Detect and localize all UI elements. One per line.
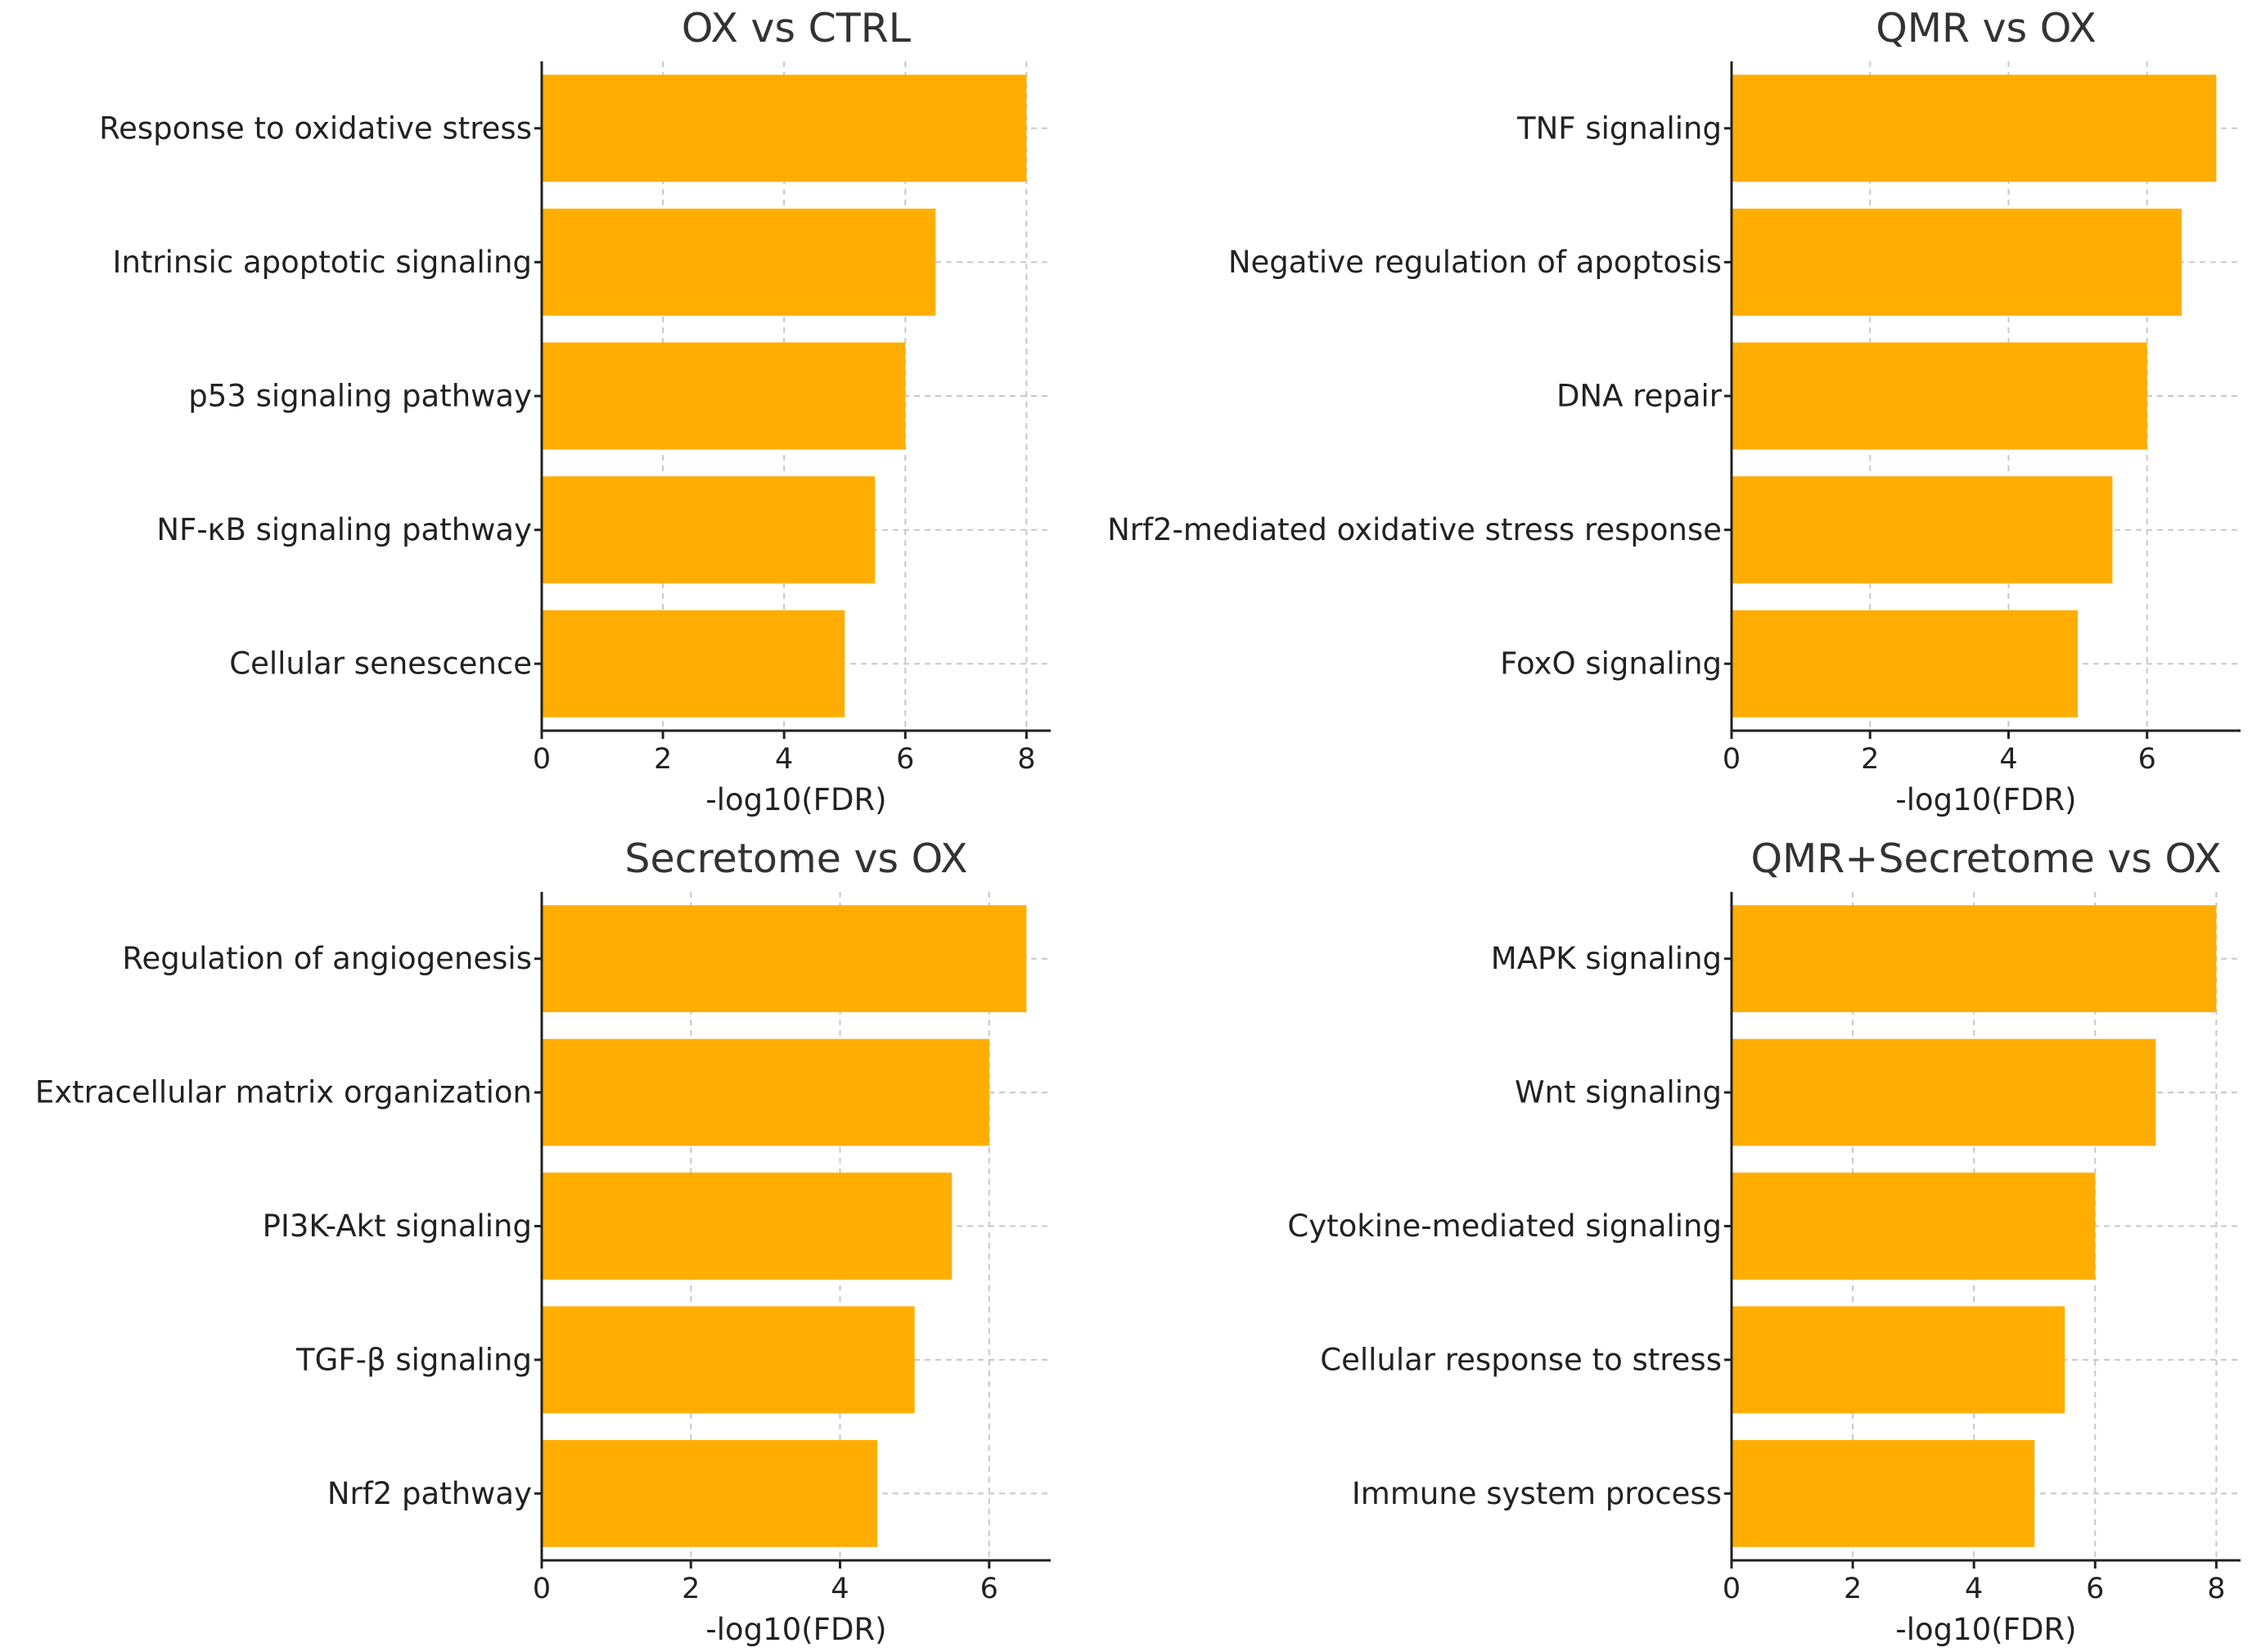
- bar: [1732, 1038, 2156, 1146]
- category-label: DNA repair: [1556, 379, 1723, 414]
- category-label: TGF-β signaling: [295, 1342, 532, 1377]
- bar: [1732, 1439, 2035, 1547]
- chart-title: QMR vs OX: [1876, 5, 2097, 52]
- x-tick-label: 4: [831, 1573, 849, 1605]
- x-tick-label: 6: [896, 743, 914, 776]
- category-label: Nrf2 pathway: [327, 1476, 532, 1511]
- chart-title: QMR+Secretome vs OX: [1750, 835, 2221, 882]
- chart-panel-4: MAPK signaling Wnt signaling Cytokine-medi…: [1287, 835, 2241, 1647]
- x-tick-label: 2: [654, 743, 672, 776]
- bar: [542, 1439, 878, 1547]
- category-label: Regulation of angiogenesis: [122, 941, 532, 976]
- bar: [1732, 476, 2113, 584]
- category-label: Intrinsic apoptotic signaling: [113, 245, 532, 280]
- bar: [1732, 208, 2182, 316]
- x-axis-label: -log10(FDR): [705, 1612, 886, 1647]
- bar: [542, 74, 1027, 182]
- bar: [542, 1306, 915, 1414]
- category-label: FoxO signaling: [1500, 646, 1722, 682]
- category-label: Cytokine-mediated signaling: [1287, 1209, 1722, 1244]
- category-label: Wnt signaling: [1515, 1075, 1722, 1110]
- x-axis-label: -log10(FDR): [705, 782, 886, 817]
- bar: [1732, 342, 2147, 450]
- bar: [542, 905, 1027, 1013]
- category-label: Nrf2-mediated oxidative stress response: [1107, 512, 1722, 547]
- bar: [542, 1173, 953, 1280]
- bar: [542, 610, 845, 718]
- x-axis-label: -log10(FDR): [1895, 1612, 2076, 1647]
- x-tick-label: 2: [1844, 1573, 1862, 1605]
- category-label: NF-κB signaling pathway: [156, 512, 532, 547]
- x-tick-label: 6: [2086, 1573, 2104, 1605]
- bar: [542, 208, 936, 316]
- x-tick-label: 4: [775, 743, 793, 776]
- x-tick-label: 0: [533, 743, 551, 776]
- bar: [542, 476, 876, 584]
- category-label: Response to oxidative stress: [99, 110, 532, 146]
- bar: [1732, 1306, 2065, 1414]
- bar: [1732, 1173, 2096, 1280]
- category-label: Extracellular matrix organization: [35, 1075, 532, 1110]
- x-tick-label: 4: [1999, 743, 2017, 776]
- x-tick-label: 6: [980, 1573, 998, 1605]
- bar: [542, 342, 906, 450]
- bar: [1732, 610, 2079, 718]
- x-tick-label: 0: [1723, 743, 1741, 776]
- chart-title: OX vs CTRL: [682, 5, 912, 52]
- category-label: Cellular senescence: [229, 646, 532, 682]
- chart-panel-2: TNF signaling Negative regulation of apop…: [1107, 5, 2241, 817]
- bar: [542, 1038, 989, 1146]
- category-label: Immune system process: [1352, 1476, 1722, 1511]
- category-label: MAPK signaling: [1491, 941, 1722, 976]
- x-tick-label: 0: [533, 1573, 551, 1605]
- bar: [1732, 74, 2217, 182]
- x-tick-label: 6: [2138, 743, 2156, 776]
- category-label: TNF signaling: [1516, 110, 1722, 146]
- x-axis-label: -log10(FDR): [1895, 782, 2076, 817]
- chart-title: Secretome vs OX: [624, 835, 967, 882]
- chart-panel-3: Regulation of angiogenesis Extracellular …: [35, 835, 1051, 1647]
- x-tick-label: 2: [1861, 743, 1879, 776]
- x-tick-label: 4: [1965, 1573, 1983, 1605]
- x-tick-label: 0: [1723, 1573, 1741, 1605]
- category-label: PI3K-Akt signaling: [263, 1209, 532, 1244]
- x-tick-label: 2: [682, 1573, 700, 1605]
- bar: [1732, 905, 2217, 1013]
- category-label: Negative regulation of apoptosis: [1228, 245, 1722, 280]
- x-tick-label: 8: [1017, 743, 1035, 776]
- category-label: Cellular response to stress: [1320, 1342, 1722, 1377]
- x-tick-label: 8: [2207, 1573, 2225, 1605]
- chart-panel-1: Response to oxidative stress Intrinsic ap…: [99, 5, 1051, 817]
- category-label: p53 signaling pathway: [188, 379, 532, 414]
